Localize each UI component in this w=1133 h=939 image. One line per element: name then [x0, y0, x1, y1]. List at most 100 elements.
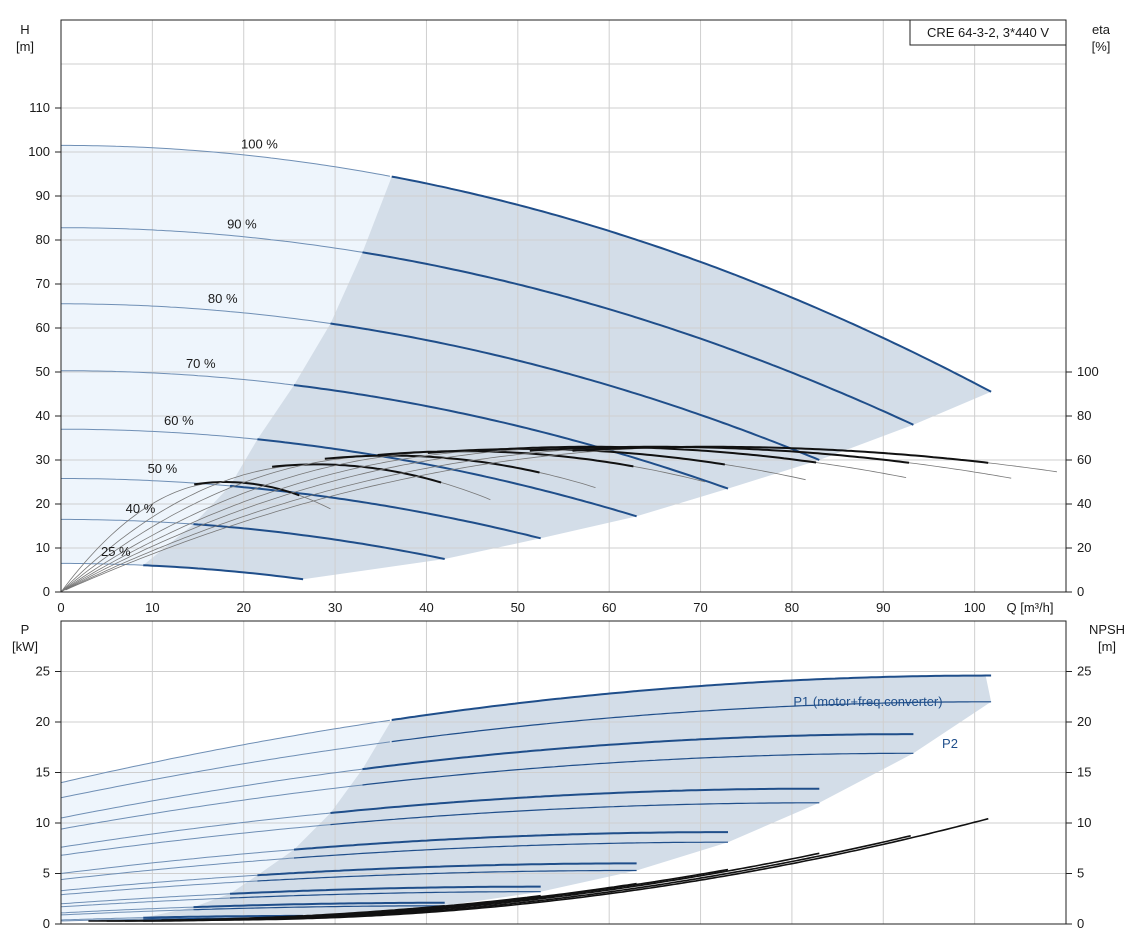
- p1-curve: [391, 674, 992, 721]
- p1-curve: [362, 733, 914, 771]
- x-tick-label: 50: [511, 600, 525, 615]
- y2-tick-label: 80: [1077, 408, 1091, 423]
- y-tick-label: 50: [36, 364, 50, 379]
- speed-curve-thin: [61, 370, 295, 386]
- p2-curve-thin: [60, 897, 231, 908]
- y-tick-label: 30: [36, 452, 50, 467]
- p2-curve: [193, 905, 445, 911]
- p2-curve-thin: [60, 909, 194, 916]
- p2-curve: [293, 841, 728, 859]
- model-badge: [909, 19, 1067, 46]
- p2-curve-thin: [60, 824, 331, 856]
- speed-curve: [391, 175, 992, 393]
- efficiency-curve: [377, 450, 634, 468]
- efficiency-curve: [194, 481, 300, 497]
- p1-curve-thin: [60, 719, 390, 784]
- y2-tick-label: 100: [1077, 364, 1099, 379]
- y-tick-label: 80: [36, 232, 50, 247]
- npsh-curve: [88, 915, 304, 922]
- speed-label: 100 %: [241, 137, 278, 152]
- power-tick-label: 5: [43, 866, 50, 881]
- y2-tick-label: 20: [1077, 540, 1091, 555]
- p1-curve-thin: [60, 906, 194, 914]
- p1-curve: [330, 787, 820, 814]
- y-tick-label: 60: [36, 320, 50, 335]
- p2-curve-thin: [60, 784, 363, 830]
- x-tick-label: 40: [419, 600, 433, 615]
- head-axis-label: H: [20, 22, 29, 37]
- y-tick-label: 0: [43, 584, 50, 599]
- p1-curve-thin: [60, 893, 231, 905]
- head-axis-unit: [m]: [16, 39, 34, 54]
- p2-curve: [229, 891, 541, 899]
- x-tick-label: 60: [602, 600, 616, 615]
- x-tick-label: 30: [328, 600, 342, 615]
- y-tick-label: 10: [36, 540, 50, 555]
- p2-curve-thin: [60, 880, 258, 896]
- x-tick-label: 0: [57, 600, 64, 615]
- p1-curve: [143, 914, 304, 919]
- speed-curve-thin: [61, 518, 194, 525]
- p2-curve: [391, 701, 992, 743]
- x-tick-label: 10: [145, 600, 159, 615]
- p1-curve-thin: [60, 917, 144, 921]
- speed-curve: [330, 322, 820, 461]
- y-tick-label: 40: [36, 408, 50, 423]
- speed-label: 25 %: [101, 544, 131, 559]
- power-tick-label: 20: [36, 714, 50, 729]
- efficiency-curve: [572, 445, 989, 464]
- x-tick-label: 20: [236, 600, 250, 615]
- speed-curve-thin: [61, 303, 331, 324]
- power-curves: [60, 674, 992, 922]
- power-tick-label: 25: [36, 664, 50, 679]
- model-badge-text: CRE 64-3-2, 3*440 V: [927, 25, 1049, 40]
- y-tick-label: 20: [36, 496, 50, 511]
- head-curves: [61, 144, 992, 581]
- y-tick-label: 110: [29, 100, 50, 115]
- npsh-tick-label: 5: [1077, 866, 1084, 881]
- speed-curve-thin: [61, 428, 258, 440]
- npsh-axis-unit: [m]: [1098, 639, 1116, 654]
- speed-label: 80 %: [208, 291, 238, 306]
- p1-series-label: P1 (motor+freq.converter): [793, 694, 942, 709]
- npsh-tick-label: 10: [1077, 815, 1091, 830]
- tick-labels: 0 10 20 30 40 50 60 70 80 90 100010203040506070809…: [28, 100, 1098, 931]
- eta-axis-label: eta: [1092, 22, 1111, 37]
- p1-curve-thin: [60, 849, 295, 874]
- power-tick-label: 15: [36, 765, 50, 780]
- speed-labels: 100 % 90 % 80 % 70 % 60 % 50 % 40 % 25 %: [101, 137, 278, 560]
- speed-curve: [257, 438, 637, 518]
- speed-label: 90 %: [227, 217, 257, 232]
- x-tick-label: 100: [964, 600, 986, 615]
- efficiency-curves: [60, 445, 1057, 593]
- y2-tick-label: 60: [1077, 452, 1091, 467]
- speed-label: 40 %: [126, 501, 156, 516]
- head-plot-frame: [60, 19, 1067, 593]
- speed-label: 60 %: [164, 413, 194, 428]
- x-tick-label: 80: [785, 600, 799, 615]
- p1-curve-thin: [60, 874, 258, 892]
- p2-curve-thin: [60, 918, 144, 922]
- p2-curve: [257, 869, 637, 882]
- speed-curve: [362, 251, 914, 426]
- p1-curve: [229, 885, 541, 895]
- efficiency-curve: [324, 454, 540, 474]
- speed-curve: [293, 384, 729, 490]
- speed-curve: [229, 484, 541, 540]
- npsh-tick-label: 20: [1077, 714, 1091, 729]
- speed-label: 50 %: [148, 461, 178, 476]
- npsh-curves: [88, 817, 989, 922]
- y2-tick-label: 0: [1077, 584, 1084, 599]
- p1-curve: [293, 831, 728, 851]
- power-tick-label: 10: [36, 815, 50, 830]
- y-tick-label: 70: [36, 276, 50, 291]
- power-axis-label: P: [21, 622, 30, 637]
- npsh-tick-label: 15: [1077, 765, 1091, 780]
- y-tick-label: 100: [28, 144, 50, 159]
- p1-curve-thin: [60, 768, 363, 819]
- speed-curve-thin: [61, 562, 144, 566]
- npsh-tick-label: 0: [1077, 916, 1084, 931]
- efficiency-curve: [272, 463, 442, 484]
- y-tick-label: 90: [36, 188, 50, 203]
